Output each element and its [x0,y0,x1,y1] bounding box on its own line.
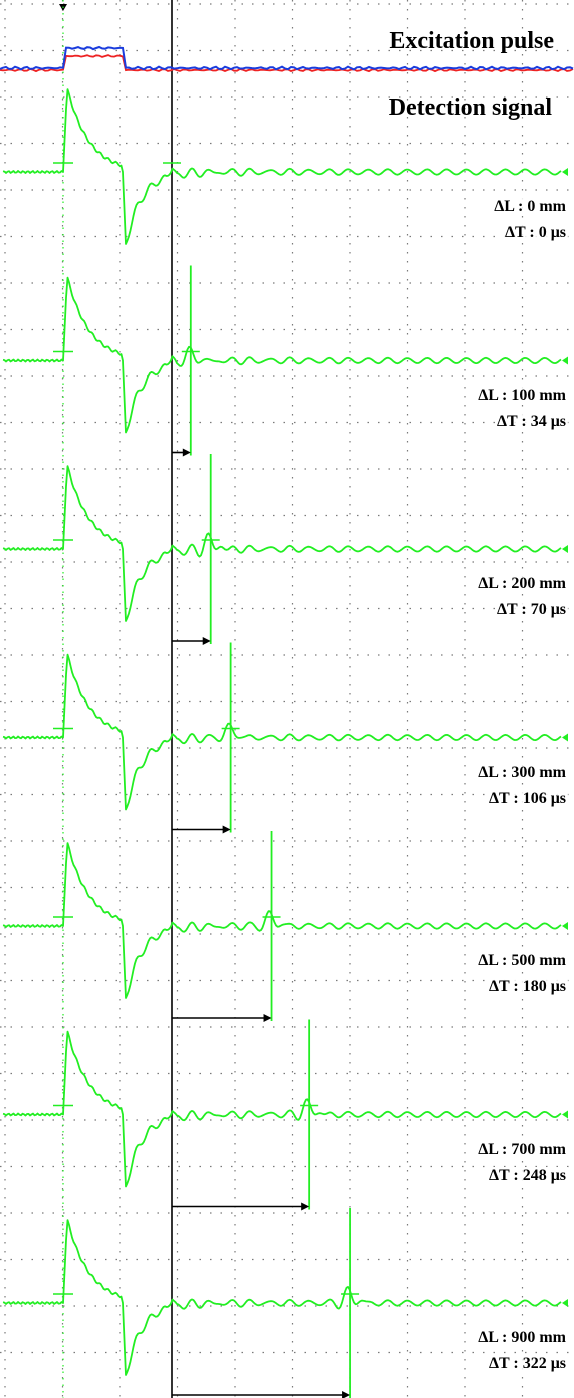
trace-end-marker [562,1110,568,1119]
detection-signal-trace [2,842,562,999]
delta-t-label: ΔT : 248 μs [486,1166,568,1185]
delay-arrow-head [301,1202,310,1211]
trace-end-marker [562,545,568,553]
delay-arrow-head [342,1391,351,1398]
excitation-pulse-label: Excitation pulse [389,28,554,54]
delta-l-label: ΔL : 200 mm [476,575,568,593]
trace-end-marker [562,168,568,176]
delta-l-label: ΔL : 0 mm [492,198,568,216]
detection-signal-trace [2,653,562,811]
delay-arrow-head [222,825,231,834]
delta-t-label: ΔT : 0 μs [502,224,568,242]
delta-l-label: ΔL : 900 mm [476,1329,568,1347]
delta-l-label: ΔL : 300 mm [476,763,568,782]
delta-l-label: ΔL : 700 mm [476,1140,568,1159]
detection-signal-trace [2,1219,562,1376]
detection-signal-label: Detection signal [388,95,552,121]
trace-end-marker [562,356,568,365]
delta-t-label: ΔT : 322 μs [486,1355,568,1373]
delta-t-label: ΔT : 70 μs [494,601,568,619]
trace-end-marker [562,733,568,742]
delta-t-label: ΔT : 180 μs [486,978,568,996]
detection-signal-trace [2,88,562,245]
detection-signal-trace [2,1030,562,1188]
delay-arrow-head [202,637,211,645]
detection-signal-trace [2,465,562,622]
delta-l-label: ΔL : 100 mm [476,386,568,405]
detection-signal-trace [2,276,562,434]
delay-arrow-head [263,1014,272,1022]
excitation-pulse-trace-blue [0,45,574,71]
delta-t-label: ΔT : 106 μs [486,789,568,808]
delta-l-label: ΔL : 500 mm [476,952,568,970]
trace-end-marker [562,922,568,930]
delta-t-label: ΔT : 34 μs [494,412,568,431]
delay-arrow-head [182,448,191,457]
trace-end-marker [562,1299,568,1307]
